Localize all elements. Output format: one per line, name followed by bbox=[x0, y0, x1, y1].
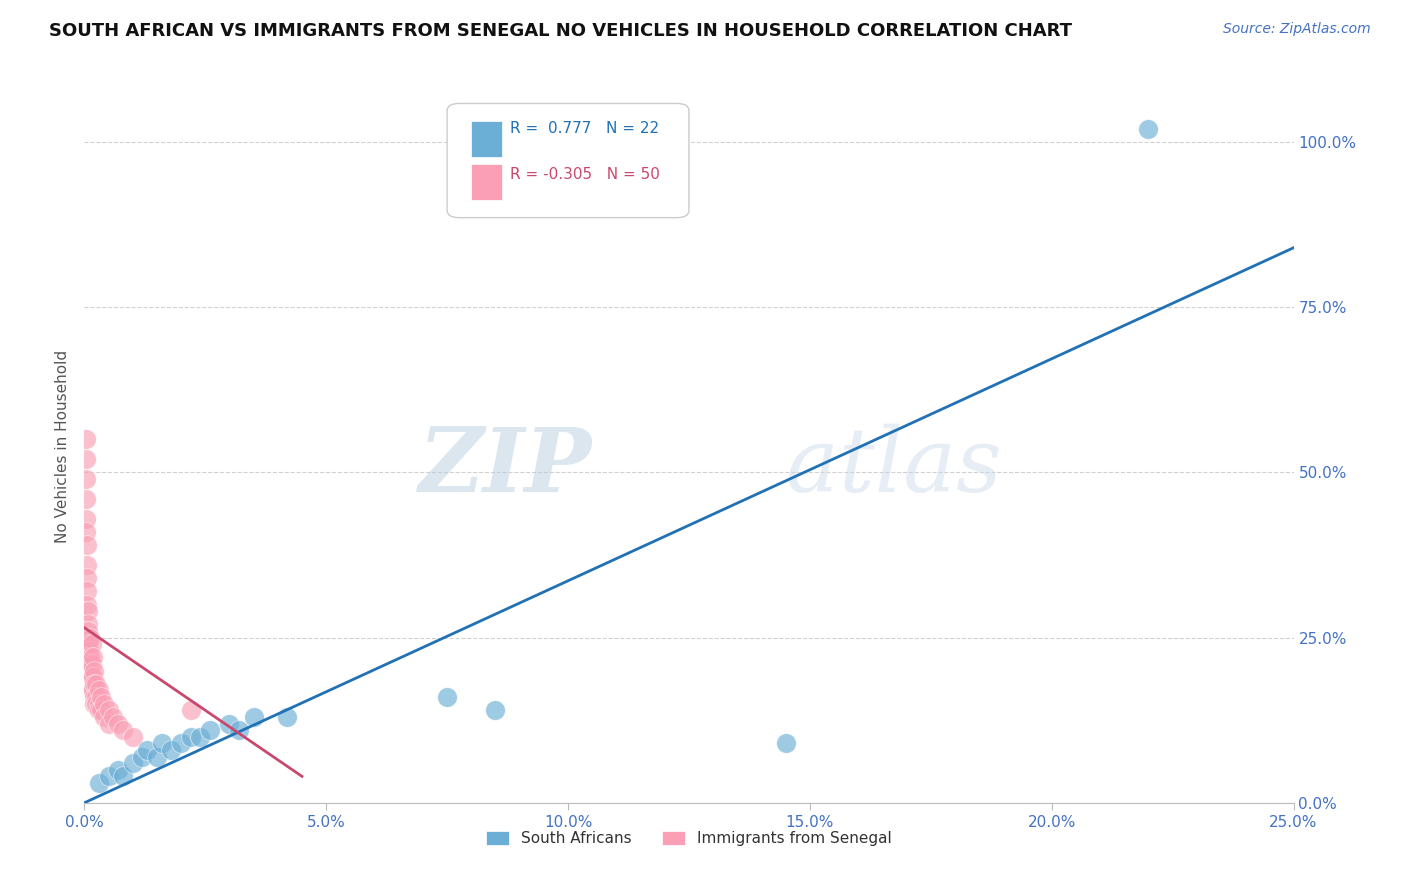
Text: Source: ZipAtlas.com: Source: ZipAtlas.com bbox=[1223, 22, 1371, 37]
Point bbox=[93, 710, 115, 724]
Point bbox=[87, 776, 110, 790]
Point bbox=[75, 452, 97, 467]
Point bbox=[103, 710, 125, 724]
Point bbox=[82, 670, 104, 684]
Bar bbox=[471, 164, 502, 200]
Point bbox=[80, 683, 103, 698]
Point bbox=[436, 690, 458, 704]
Point bbox=[170, 736, 193, 750]
Point bbox=[77, 637, 100, 651]
Point bbox=[276, 710, 298, 724]
Point bbox=[76, 584, 98, 599]
Point bbox=[83, 697, 105, 711]
Point bbox=[775, 736, 797, 750]
Point bbox=[75, 472, 97, 486]
Point bbox=[107, 763, 129, 777]
Point bbox=[76, 538, 98, 552]
Point bbox=[190, 730, 212, 744]
Point bbox=[83, 690, 105, 704]
Point bbox=[77, 664, 100, 678]
Bar bbox=[471, 121, 502, 157]
Point bbox=[198, 723, 221, 738]
Point bbox=[76, 617, 98, 632]
Point bbox=[75, 433, 97, 447]
Point bbox=[131, 749, 153, 764]
Point bbox=[87, 683, 110, 698]
Point bbox=[90, 690, 112, 704]
Point bbox=[76, 558, 98, 572]
Point bbox=[87, 697, 110, 711]
Point bbox=[80, 637, 103, 651]
Point bbox=[86, 690, 108, 704]
Point bbox=[180, 703, 202, 717]
Point bbox=[93, 697, 115, 711]
Point bbox=[146, 749, 169, 764]
Point bbox=[86, 697, 108, 711]
Point bbox=[136, 743, 159, 757]
Point bbox=[82, 650, 104, 665]
Point bbox=[77, 624, 100, 638]
Point bbox=[75, 491, 97, 506]
Text: atlas: atlas bbox=[786, 424, 1001, 511]
Point bbox=[80, 670, 103, 684]
Point bbox=[90, 703, 112, 717]
Point bbox=[77, 644, 100, 658]
Point bbox=[121, 730, 143, 744]
Text: SOUTH AFRICAN VS IMMIGRANTS FROM SENEGAL NO VEHICLES IN HOUSEHOLD CORRELATION CH: SOUTH AFRICAN VS IMMIGRANTS FROM SENEGAL… bbox=[49, 22, 1073, 40]
Text: R = -0.305   N = 50: R = -0.305 N = 50 bbox=[510, 168, 659, 182]
Point bbox=[107, 716, 129, 731]
Point bbox=[180, 730, 202, 744]
Point bbox=[83, 677, 105, 691]
Point bbox=[79, 664, 101, 678]
Point bbox=[76, 571, 98, 585]
Point bbox=[228, 723, 250, 738]
Point bbox=[1137, 121, 1160, 136]
Point bbox=[80, 657, 103, 671]
Text: R =  0.777   N = 22: R = 0.777 N = 22 bbox=[510, 121, 659, 136]
Point bbox=[150, 736, 173, 750]
Y-axis label: No Vehicles in Household: No Vehicles in Household bbox=[55, 350, 70, 542]
Point bbox=[75, 524, 97, 539]
Point bbox=[79, 631, 101, 645]
Text: ZIP: ZIP bbox=[419, 425, 592, 510]
Point bbox=[75, 511, 97, 525]
Point bbox=[121, 756, 143, 771]
Point bbox=[79, 650, 101, 665]
Point bbox=[76, 598, 98, 612]
Point bbox=[218, 716, 240, 731]
Point bbox=[86, 677, 108, 691]
Point bbox=[112, 723, 135, 738]
Point bbox=[83, 664, 105, 678]
Point bbox=[77, 657, 100, 671]
Point bbox=[82, 683, 104, 698]
Point bbox=[87, 703, 110, 717]
Point bbox=[112, 769, 135, 783]
Point bbox=[97, 703, 120, 717]
Point bbox=[484, 703, 506, 717]
Point bbox=[97, 716, 120, 731]
Point bbox=[77, 650, 100, 665]
Legend: South Africans, Immigrants from Senegal: South Africans, Immigrants from Senegal bbox=[479, 825, 898, 852]
Point bbox=[76, 604, 98, 618]
Point bbox=[242, 710, 264, 724]
FancyBboxPatch shape bbox=[447, 103, 689, 218]
Point bbox=[160, 743, 183, 757]
Point bbox=[97, 769, 120, 783]
